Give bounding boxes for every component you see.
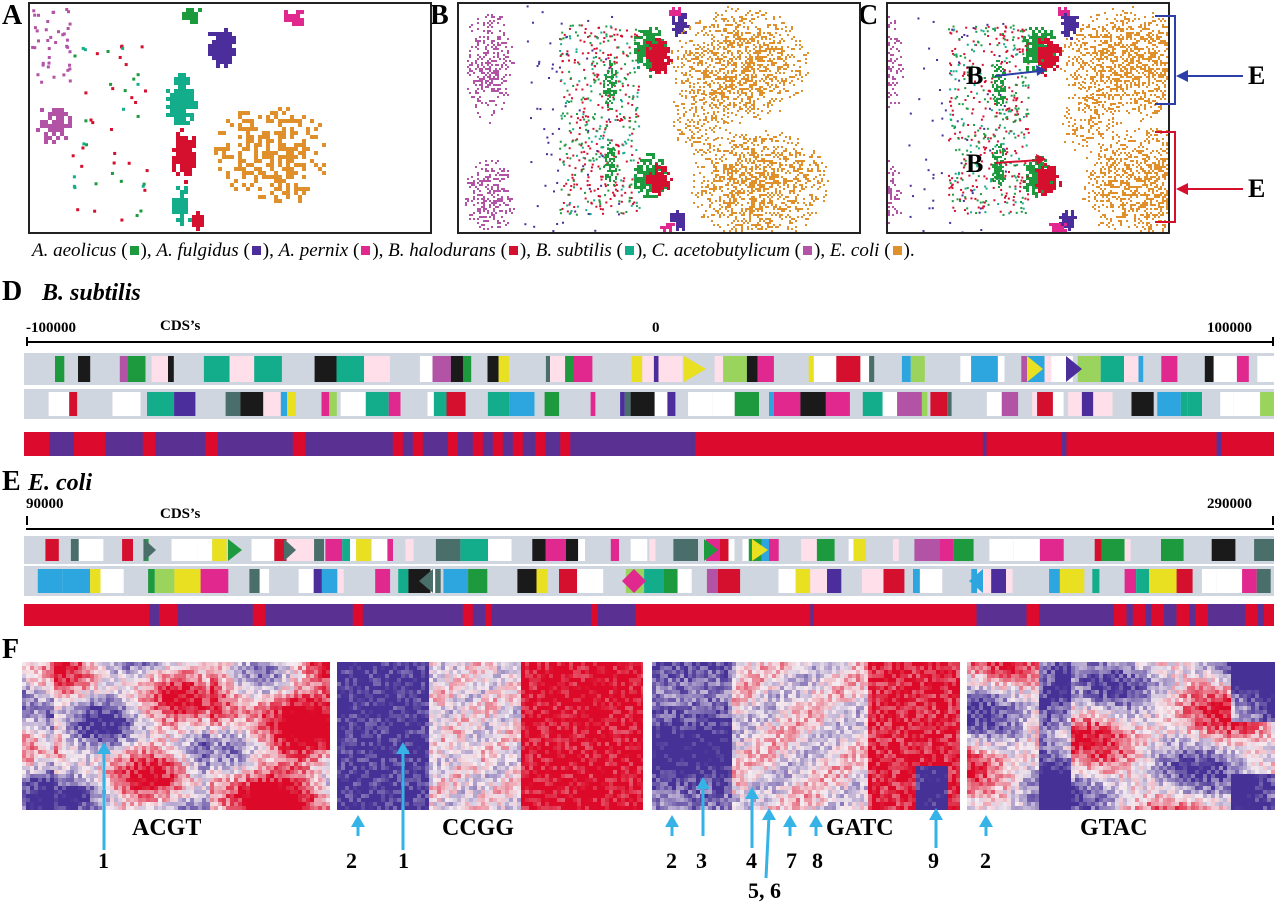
panel-letter-d: D bbox=[2, 276, 23, 307]
panel-e-axis-start: 90000 bbox=[26, 496, 64, 512]
oligo-map-c bbox=[888, 6, 1168, 232]
marker-3-gatc: 3 bbox=[696, 848, 707, 873]
marker-2-gatc: 2 bbox=[666, 848, 677, 873]
pointer-arrow-6 bbox=[764, 815, 771, 879]
panel-letter-a: A bbox=[2, 0, 23, 31]
marker-7-gatc: 7 bbox=[786, 848, 797, 873]
marker-2-gtac: 2 bbox=[980, 848, 991, 873]
heatmap-acgt bbox=[22, 662, 330, 810]
panel-d-axis-start: -100000 bbox=[26, 320, 76, 336]
panel-letter-c: C bbox=[858, 0, 879, 31]
heatmap-label-gatc: GATC bbox=[826, 815, 894, 841]
panel-d-axis-line bbox=[26, 341, 1274, 343]
pointer-arrowhead-7 bbox=[783, 815, 797, 827]
map-panel-c bbox=[886, 2, 1170, 234]
panel-letter-b: B bbox=[430, 0, 449, 31]
heatmap-label-ccgg: CCGG bbox=[442, 815, 514, 841]
legend-species-2: A. pernix bbox=[278, 240, 349, 261]
marker-5-6-gatc: 5, 6 bbox=[748, 878, 781, 903]
legend-species-1: A. fulgidus bbox=[156, 240, 239, 261]
panel-e-axis-end: 290000 bbox=[1207, 496, 1252, 512]
marker-1-acgt: 1 bbox=[98, 848, 109, 873]
heatmap-gatc bbox=[652, 662, 960, 810]
pointer-arrowhead-3 bbox=[665, 815, 679, 827]
panel-d-palindrome-track bbox=[24, 432, 1274, 456]
panel-d-cds-track-forward bbox=[24, 353, 1274, 385]
panel-d-axis-end: 100000 bbox=[1207, 320, 1252, 336]
panel-d-cds-track-reverse bbox=[24, 389, 1274, 419]
panel-d-cds-label: CDS’s bbox=[160, 318, 201, 334]
heatmap-ccgg bbox=[337, 662, 643, 810]
map-panel-a bbox=[28, 2, 432, 234]
panel-e-axis-tick-right bbox=[1272, 516, 1274, 525]
marker-9-gatc: 9 bbox=[928, 848, 939, 873]
panel-letter-f: F bbox=[2, 634, 20, 665]
panel-e-palindrome-track bbox=[24, 604, 1274, 626]
legend-swatch-0 bbox=[129, 246, 139, 255]
legend-swatch-4 bbox=[624, 246, 634, 255]
marker-4-gatc: 4 bbox=[746, 848, 757, 873]
heatmap-label-gtac: GTAC bbox=[1080, 815, 1148, 841]
legend-species-4: B. subtilis bbox=[535, 240, 612, 261]
panel-e-axis-line bbox=[26, 528, 1274, 530]
oligo-map-b bbox=[465, 5, 829, 232]
callout-e-upper: E bbox=[1248, 61, 1266, 90]
panel-d-axis-mid: 0 bbox=[652, 320, 660, 336]
panel-e-cds-track-reverse bbox=[24, 566, 1274, 596]
panel-e-axis-tick-left bbox=[26, 516, 28, 525]
pointer-arrowhead-10 bbox=[979, 815, 993, 827]
panel-d-axis-tick-left bbox=[26, 337, 28, 346]
panel-e-cds-track-forward bbox=[24, 536, 1274, 564]
legend-swatch-6 bbox=[892, 246, 902, 255]
panel-e-cds-label: CDS’s bbox=[160, 506, 201, 522]
map-panel-b bbox=[457, 2, 861, 234]
pointer-arrowhead-1 bbox=[351, 815, 365, 827]
legend-species-6: E. coli bbox=[829, 240, 880, 261]
panel-d-species: B. subtilis bbox=[42, 280, 141, 306]
legend-swatch-5 bbox=[803, 246, 812, 255]
callout-b-upper: B bbox=[966, 61, 984, 90]
marker-1-ccgg: 1 bbox=[398, 848, 409, 873]
legend-species-5: C. acetobutylicum bbox=[651, 240, 790, 261]
legend-swatch-1 bbox=[251, 246, 261, 255]
heatmap-gtac bbox=[967, 662, 1275, 810]
species-legend: A. aeolicus (), A. fulgidus (), A. perni… bbox=[32, 240, 915, 261]
panel-e-species: E. coli bbox=[28, 470, 92, 496]
heatmap-label-acgt: ACGT bbox=[132, 815, 202, 841]
legend-swatch-2 bbox=[361, 246, 371, 255]
callout-b-lower: B bbox=[966, 149, 984, 178]
legend-species-3: B. halodurans bbox=[388, 240, 496, 261]
legend-swatch-3 bbox=[508, 246, 518, 255]
marker-2-ccgg: 2 bbox=[346, 848, 357, 873]
callout-e-lower: E bbox=[1248, 174, 1266, 203]
marker-8-gatc: 8 bbox=[812, 848, 823, 873]
panel-letter-e: E bbox=[2, 466, 21, 497]
oligo-map-a bbox=[31, 7, 326, 231]
pointer-arrowhead-8 bbox=[809, 815, 823, 827]
panel-d-axis-tick-right bbox=[1272, 337, 1274, 346]
legend-species-0: A. aeolicus bbox=[32, 240, 117, 261]
